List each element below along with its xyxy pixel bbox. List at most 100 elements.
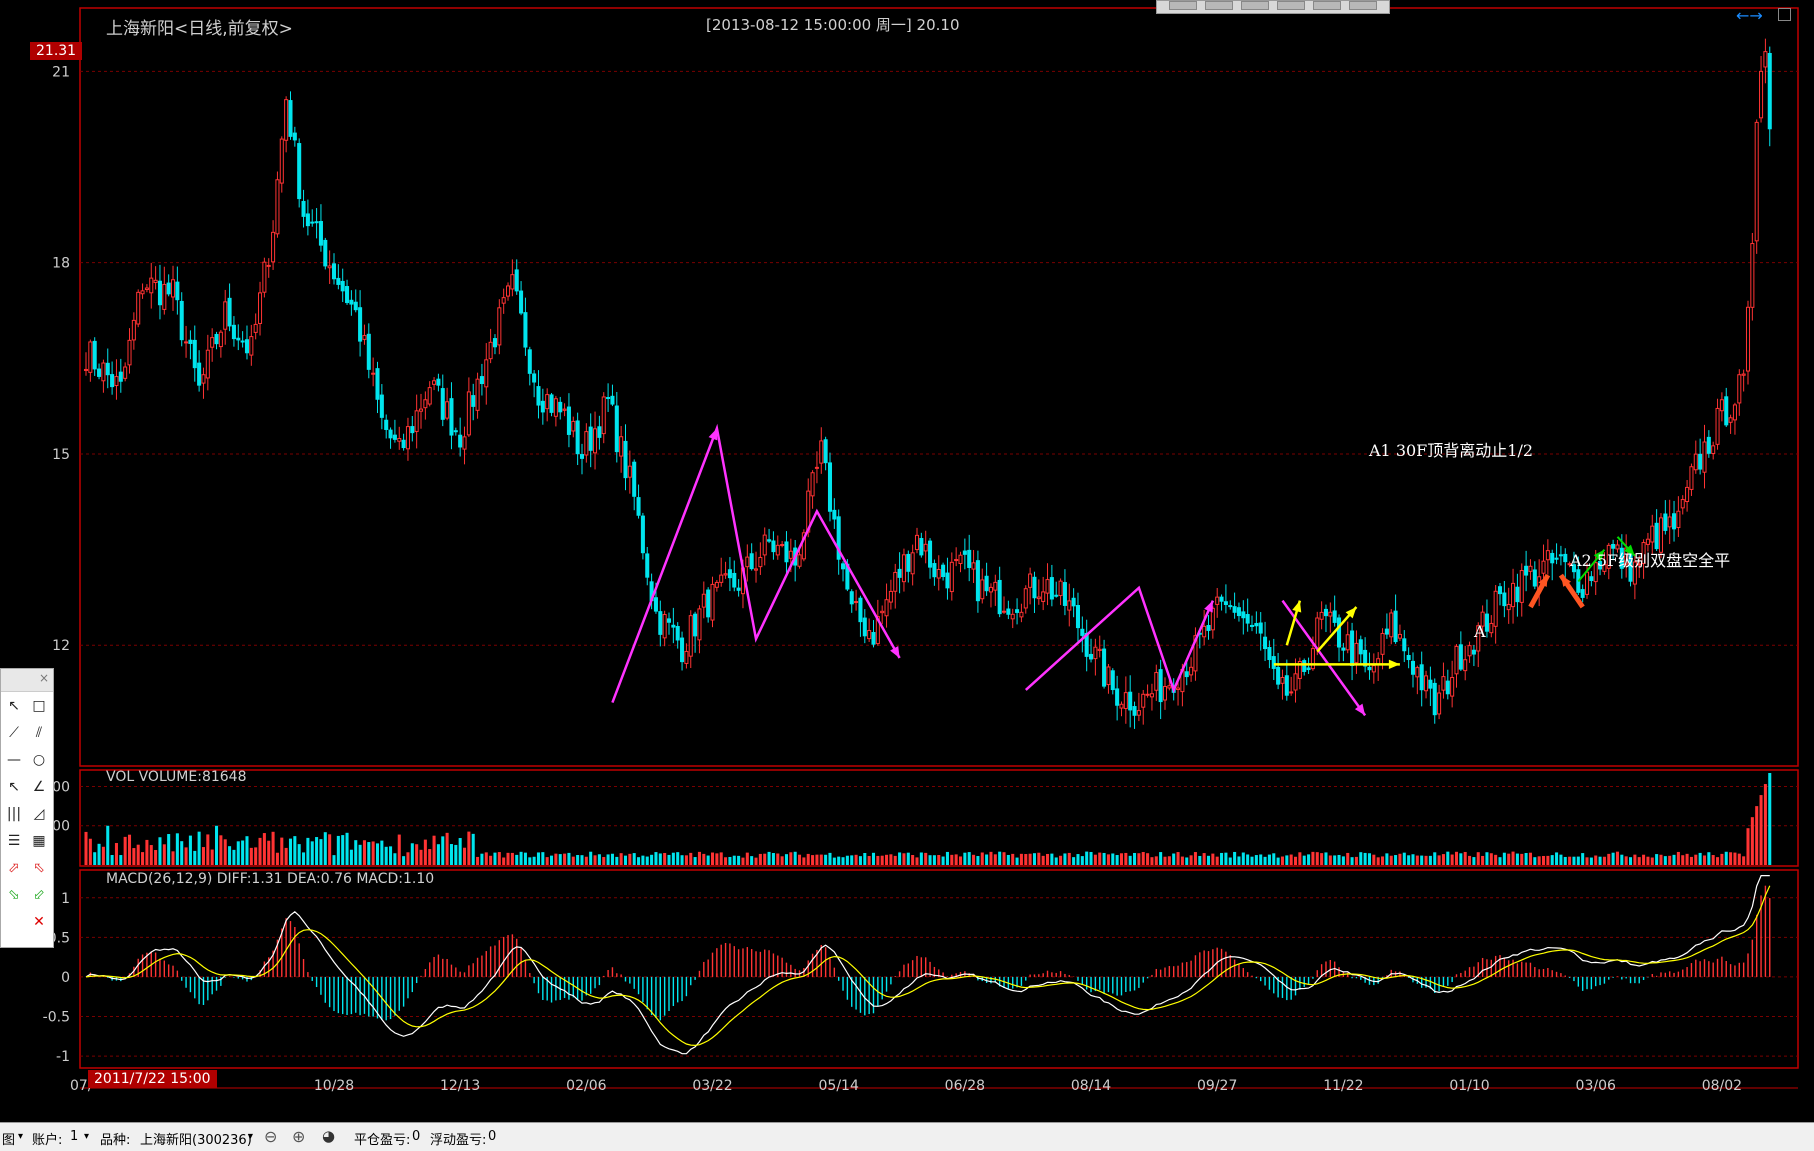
- volume-bar: [850, 855, 854, 865]
- volume-bar: [684, 855, 688, 865]
- candle-body: [1276, 667, 1281, 685]
- drawing-tool-icon[interactable]: ○: [32, 752, 46, 768]
- volume-bar: [837, 856, 841, 865]
- volume-bar: [1124, 852, 1128, 865]
- volume-bar: [154, 850, 158, 865]
- volume-bar: [1602, 856, 1606, 865]
- drawing-tool-palette[interactable]: × ↖ □ ⟋ ⫽ — ○ ↖ ∠ ||| ◿ ☰ ▦ ⬀ ⬁ ⬂ ⬃ ✕: [0, 668, 54, 948]
- volume-bar: [97, 843, 101, 865]
- toolbar-button[interactable]: [1205, 1, 1233, 10]
- candle-body: [1210, 607, 1215, 631]
- volume-bar: [141, 852, 145, 865]
- menu-icon[interactable]: 图: [2, 1133, 16, 1148]
- glasses-icon[interactable]: ◕: [322, 1127, 336, 1145]
- drawing-tool-icon[interactable]: ⫽: [35, 725, 43, 741]
- volume-bar: [358, 844, 362, 865]
- volume-bar: [1507, 853, 1511, 865]
- drawing-tool-icon[interactable]: —: [7, 752, 21, 768]
- close-icon[interactable]: ×: [38, 671, 49, 685]
- volume-bar: [623, 855, 628, 865]
- volume-bar: [228, 846, 232, 865]
- candle-body: [967, 549, 972, 568]
- drawing-tool-icon[interactable]: ⬁: [33, 860, 45, 876]
- volume-bar: [332, 855, 336, 865]
- drawing-tool-icon[interactable]: ↖: [8, 779, 20, 795]
- account-value[interactable]: 1: [70, 1129, 79, 1144]
- volume-bar: [1481, 855, 1485, 865]
- candle-body: [231, 324, 236, 340]
- volume-bar: [1011, 853, 1015, 865]
- volume-bar: [484, 852, 488, 865]
- drawing-tool-icon[interactable]: ☰: [7, 833, 21, 849]
- volume-bar: [101, 846, 105, 865]
- volume-bar: [127, 834, 132, 865]
- drawing-tool-icon[interactable]: ⬀: [8, 860, 20, 876]
- toolbar-button[interactable]: [1313, 1, 1341, 10]
- drawing-tool-icon[interactable]: ∠: [32, 779, 46, 795]
- volume-bar: [432, 835, 436, 865]
- candle-body: [1632, 561, 1637, 585]
- volume-bar: [1472, 857, 1476, 865]
- drawing-tool-icon[interactable]: □: [32, 698, 46, 714]
- candle-body: [1484, 613, 1489, 632]
- volume-bar: [1555, 852, 1559, 865]
- drawing-tool-icon[interactable]: ✕: [33, 914, 45, 930]
- candle-body: [632, 461, 637, 497]
- candle-body: [666, 618, 672, 623]
- drawing-tool-icon[interactable]: ⬂: [8, 887, 20, 903]
- candle-body: [1167, 685, 1172, 689]
- candle-body: [1589, 576, 1594, 581]
- toolbar-button[interactable]: [1169, 1, 1197, 10]
- volume-bar: [1150, 857, 1154, 865]
- toolbar-button[interactable]: [1349, 1, 1377, 10]
- chevron-down-icon[interactable]: ▾: [84, 1131, 90, 1142]
- candle-body: [388, 429, 393, 439]
- volume-bar: [1702, 855, 1707, 865]
- volume-bar: [1524, 853, 1528, 865]
- candle-body: [1380, 632, 1385, 655]
- symbol-value[interactable]: 上海新阳(300236): [140, 1133, 252, 1148]
- volume-bar: [1137, 853, 1141, 865]
- candle-body: [1641, 542, 1646, 564]
- toolbar-button[interactable]: [1277, 1, 1305, 10]
- volume-bar: [162, 844, 166, 865]
- candle-body: [1545, 550, 1550, 561]
- drawing-tool-icon[interactable]: ⟋: [9, 725, 19, 741]
- scroll-arrows-icon[interactable]: ←→: [1736, 6, 1763, 25]
- drawing-tool-icon[interactable]: ◿: [33, 806, 45, 822]
- chevron-down-icon[interactable]: ▾: [248, 1131, 254, 1142]
- palette-header[interactable]: ×: [1, 669, 53, 692]
- drawing-tool-icon[interactable]: |||: [6, 806, 22, 822]
- candle-body: [1424, 675, 1429, 692]
- candle-body: [841, 563, 846, 570]
- volume-bar: [602, 857, 606, 865]
- volume-bar: [750, 856, 754, 865]
- volume-bar: [589, 851, 593, 865]
- volume-bar: [1689, 856, 1693, 865]
- plus-circle-icon[interactable]: ⊕: [292, 1127, 306, 1146]
- drawing-tool-icon[interactable]: ▦: [32, 833, 46, 849]
- candle-body: [258, 292, 263, 324]
- volume-bar: [158, 837, 162, 865]
- minus-circle-icon[interactable]: ⊖: [264, 1127, 278, 1146]
- toolbar-button[interactable]: [1241, 1, 1269, 10]
- chevron-down-icon[interactable]: ▾: [18, 1131, 24, 1142]
- volume-bar: [798, 854, 802, 865]
- volume-bar: [1763, 784, 1767, 865]
- maximize-button[interactable]: [1778, 8, 1791, 21]
- volume-bar: [1433, 852, 1437, 865]
- candle-body: [484, 359, 489, 388]
- candle-body: [984, 575, 989, 592]
- yellow-arrowhead: [1292, 600, 1302, 613]
- drawing-tool-icon[interactable]: ⬃: [33, 887, 45, 903]
- drawing-tool-icon[interactable]: ↖: [8, 698, 20, 714]
- volume-bar: [658, 853, 662, 865]
- candle-body: [710, 583, 715, 621]
- volume-bar: [1267, 854, 1271, 865]
- floating-toolbar[interactable]: [1156, 0, 1390, 14]
- candle-body: [114, 376, 119, 387]
- candle-body: [1550, 552, 1555, 564]
- magenta-arrowhead: [708, 428, 718, 441]
- volume-bar: [1337, 854, 1341, 865]
